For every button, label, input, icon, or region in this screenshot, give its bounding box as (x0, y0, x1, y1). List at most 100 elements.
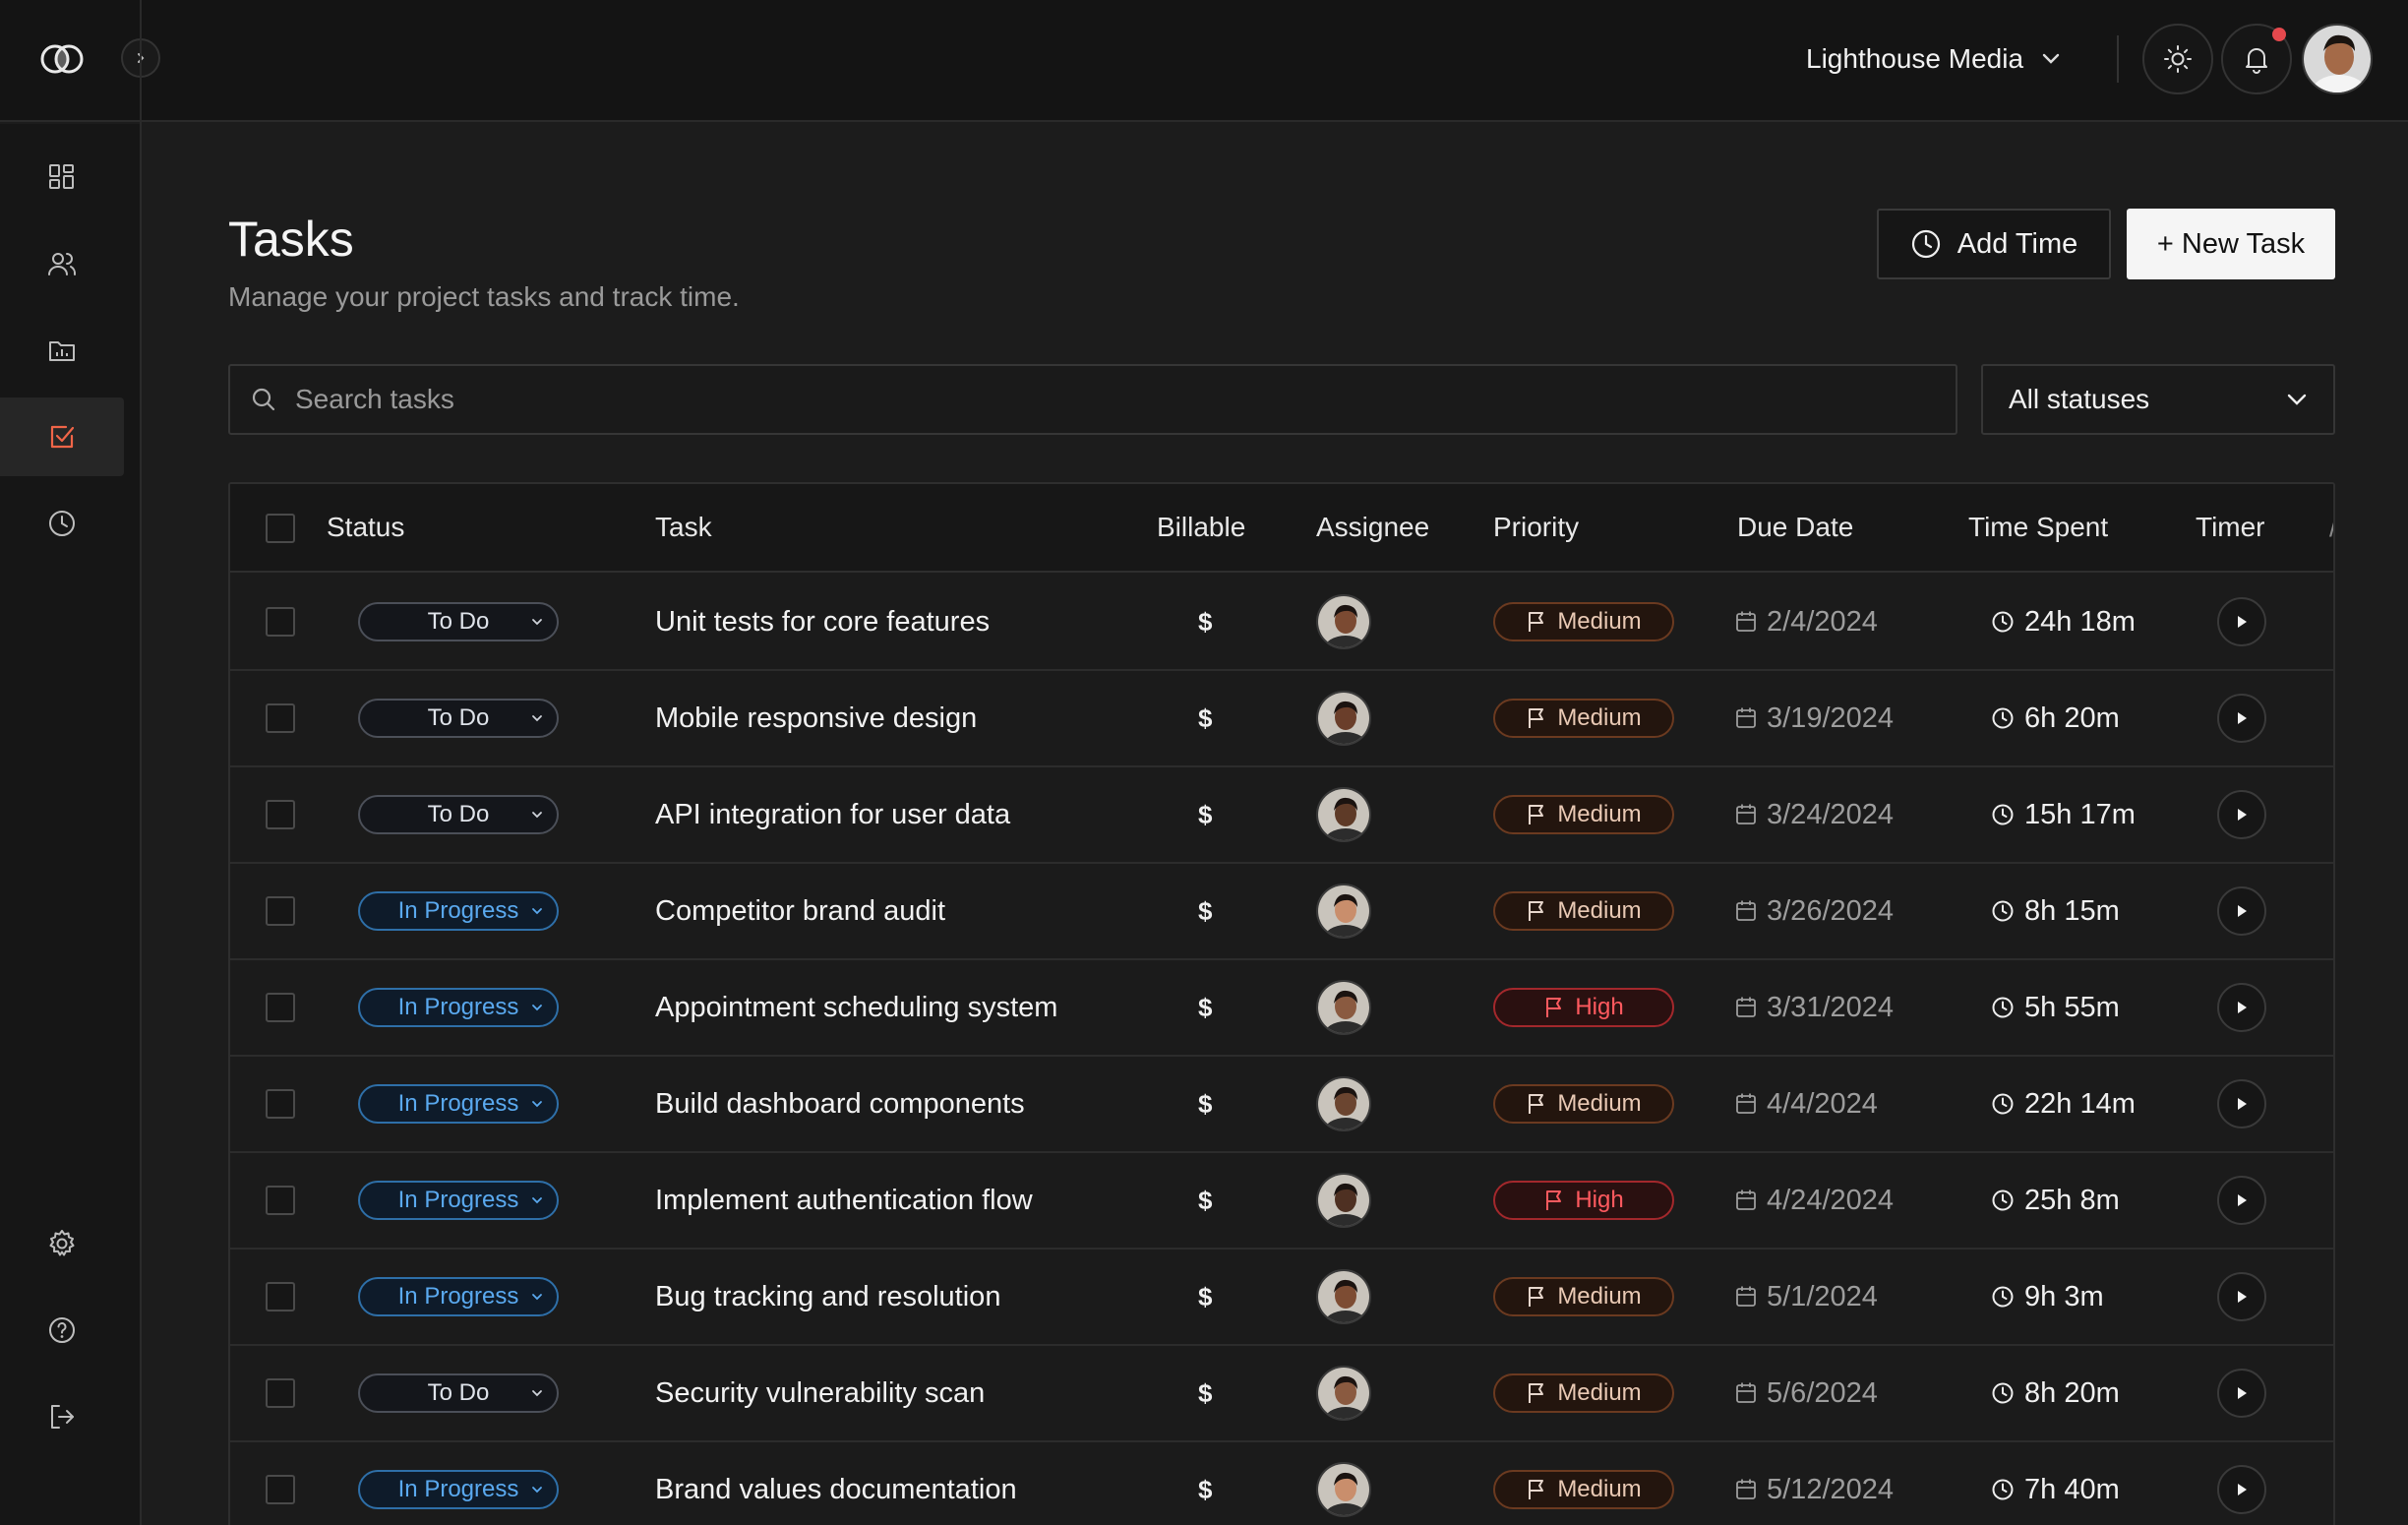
row-checkbox[interactable] (266, 896, 295, 926)
priority-badge[interactable]: Medium (1493, 699, 1674, 738)
search-box[interactable] (228, 364, 1957, 435)
column-header-time-spent[interactable]: Time Spent (1968, 512, 2109, 542)
billable-indicator[interactable]: $ (1198, 1377, 1213, 1408)
task-name[interactable]: Implement authentication flow (655, 1184, 1033, 1216)
priority-badge[interactable]: Medium (1493, 1470, 1674, 1509)
row-checkbox[interactable] (266, 1282, 295, 1312)
logo-icon[interactable] (39, 41, 85, 77)
row-checkbox[interactable] (266, 800, 295, 829)
assignee-avatar[interactable] (1316, 1076, 1371, 1131)
table-row[interactable]: To Do Security vulnerability scan $ (230, 1346, 2333, 1442)
table-row[interactable]: In Progress Competitor brand audit $ (230, 864, 2333, 960)
priority-badge[interactable]: High (1493, 1181, 1674, 1220)
assignee-avatar[interactable] (1316, 787, 1371, 842)
row-checkbox[interactable] (266, 703, 295, 733)
timer-play-button[interactable] (2217, 1079, 2266, 1128)
timer-play-button[interactable] (2217, 790, 2266, 839)
assignee-avatar[interactable] (1316, 1269, 1371, 1324)
timer-play-button[interactable] (2217, 1272, 2266, 1321)
add-time-button[interactable]: Add Time (1877, 209, 2111, 279)
billable-indicator[interactable]: $ (1198, 606, 1213, 637)
priority-badge[interactable]: Medium (1493, 1084, 1674, 1124)
priority-badge[interactable]: High (1493, 988, 1674, 1027)
billable-indicator[interactable]: $ (1198, 799, 1213, 829)
status-dropdown[interactable]: In Progress (358, 1084, 559, 1124)
priority-badge[interactable]: Medium (1493, 795, 1674, 834)
sidebar-item-settings[interactable] (0, 1204, 124, 1283)
column-header-task[interactable]: Task (655, 512, 712, 542)
billable-indicator[interactable]: $ (1198, 992, 1213, 1022)
assignee-avatar[interactable] (1316, 1366, 1371, 1421)
column-header-assignee[interactable]: Assignee (1316, 512, 1430, 542)
assignee-avatar[interactable] (1316, 1173, 1371, 1228)
sidebar-item-logout[interactable] (0, 1377, 124, 1456)
table-row[interactable]: To Do API integration for user data $ (230, 767, 2333, 864)
status-dropdown[interactable]: To Do (358, 795, 559, 834)
user-avatar[interactable] (2302, 24, 2373, 94)
assignee-avatar[interactable] (1316, 980, 1371, 1035)
sidebar-item-projects[interactable] (0, 311, 124, 390)
timer-play-button[interactable] (2217, 1176, 2266, 1225)
row-checkbox[interactable] (266, 607, 295, 637)
table-row[interactable]: In Progress Bug tracking and resolution … (230, 1250, 2333, 1346)
row-checkbox[interactable] (266, 1378, 295, 1408)
timer-play-button[interactable] (2217, 983, 2266, 1032)
timer-play-button[interactable] (2217, 1465, 2266, 1514)
status-dropdown[interactable]: In Progress (358, 1470, 559, 1509)
timer-play-button[interactable] (2217, 1369, 2266, 1418)
row-checkbox[interactable] (266, 993, 295, 1022)
status-dropdown[interactable]: To Do (358, 699, 559, 738)
task-name[interactable]: Security vulnerability scan (655, 1376, 986, 1409)
status-dropdown[interactable]: In Progress (358, 1277, 559, 1316)
table-row[interactable]: In Progress Build dashboard components $ (230, 1057, 2333, 1153)
billable-indicator[interactable]: $ (1198, 1088, 1213, 1119)
task-name[interactable]: Appointment scheduling system (655, 991, 1058, 1023)
select-all-checkbox[interactable] (266, 514, 295, 543)
column-header-priority[interactable]: Priority (1493, 512, 1580, 542)
column-header-billable[interactable]: Billable (1157, 512, 1246, 542)
table-row[interactable]: In Progress Brand values documentation $ (230, 1442, 2333, 1525)
sidebar-item-time[interactable] (0, 484, 124, 563)
search-input[interactable] (295, 384, 1869, 415)
status-dropdown[interactable]: To Do (358, 1373, 559, 1413)
column-header-timer[interactable]: Timer (2196, 512, 2265, 542)
column-header-status[interactable]: Status (327, 512, 405, 542)
assignee-avatar[interactable] (1316, 1462, 1371, 1517)
task-name[interactable]: Build dashboard components (655, 1087, 1025, 1120)
priority-badge[interactable]: Medium (1493, 1373, 1674, 1413)
billable-indicator[interactable]: $ (1198, 1281, 1213, 1312)
priority-badge[interactable]: Medium (1493, 1277, 1674, 1316)
status-dropdown[interactable]: To Do (358, 602, 559, 641)
billable-indicator[interactable]: $ (1198, 1474, 1213, 1504)
timer-play-button[interactable] (2217, 694, 2266, 743)
status-dropdown[interactable]: In Progress (358, 988, 559, 1027)
billable-indicator[interactable]: $ (1198, 702, 1213, 733)
assignee-avatar[interactable] (1316, 691, 1371, 746)
assignee-avatar[interactable] (1316, 594, 1371, 649)
workspace-switcher[interactable]: Lighthouse Media (1806, 35, 2061, 83)
column-header-due-date[interactable]: Due Date (1737, 512, 1854, 542)
assignee-avatar[interactable] (1316, 884, 1371, 939)
status-dropdown[interactable]: In Progress (358, 891, 559, 931)
billable-indicator[interactable]: $ (1198, 895, 1213, 926)
table-row[interactable]: In Progress Implement authentication flo… (230, 1153, 2333, 1250)
row-checkbox[interactable] (266, 1475, 295, 1504)
new-task-button[interactable]: + New Task (2127, 209, 2335, 279)
billable-indicator[interactable]: $ (1198, 1185, 1213, 1215)
task-name[interactable]: Unit tests for core features (655, 605, 991, 638)
theme-toggle-button[interactable] (2142, 24, 2213, 94)
task-name[interactable]: Brand values documentation (655, 1473, 1017, 1505)
sidebar-item-help[interactable] (0, 1291, 124, 1370)
task-name[interactable]: Mobile responsive design (655, 702, 978, 734)
priority-badge[interactable]: Medium (1493, 891, 1674, 931)
table-row[interactable]: To Do Mobile responsive design $ (230, 671, 2333, 767)
table-row[interactable]: To Do Unit tests for core features $ (230, 575, 2333, 671)
timer-play-button[interactable] (2217, 597, 2266, 646)
priority-badge[interactable]: Medium (1493, 602, 1674, 641)
notifications-button[interactable] (2221, 24, 2292, 94)
task-name[interactable]: Bug tracking and resolution (655, 1280, 1001, 1312)
sidebar-item-dashboard[interactable] (0, 138, 124, 216)
task-name[interactable]: Competitor brand audit (655, 894, 945, 927)
row-checkbox[interactable] (266, 1089, 295, 1119)
status-dropdown[interactable]: In Progress (358, 1181, 559, 1220)
